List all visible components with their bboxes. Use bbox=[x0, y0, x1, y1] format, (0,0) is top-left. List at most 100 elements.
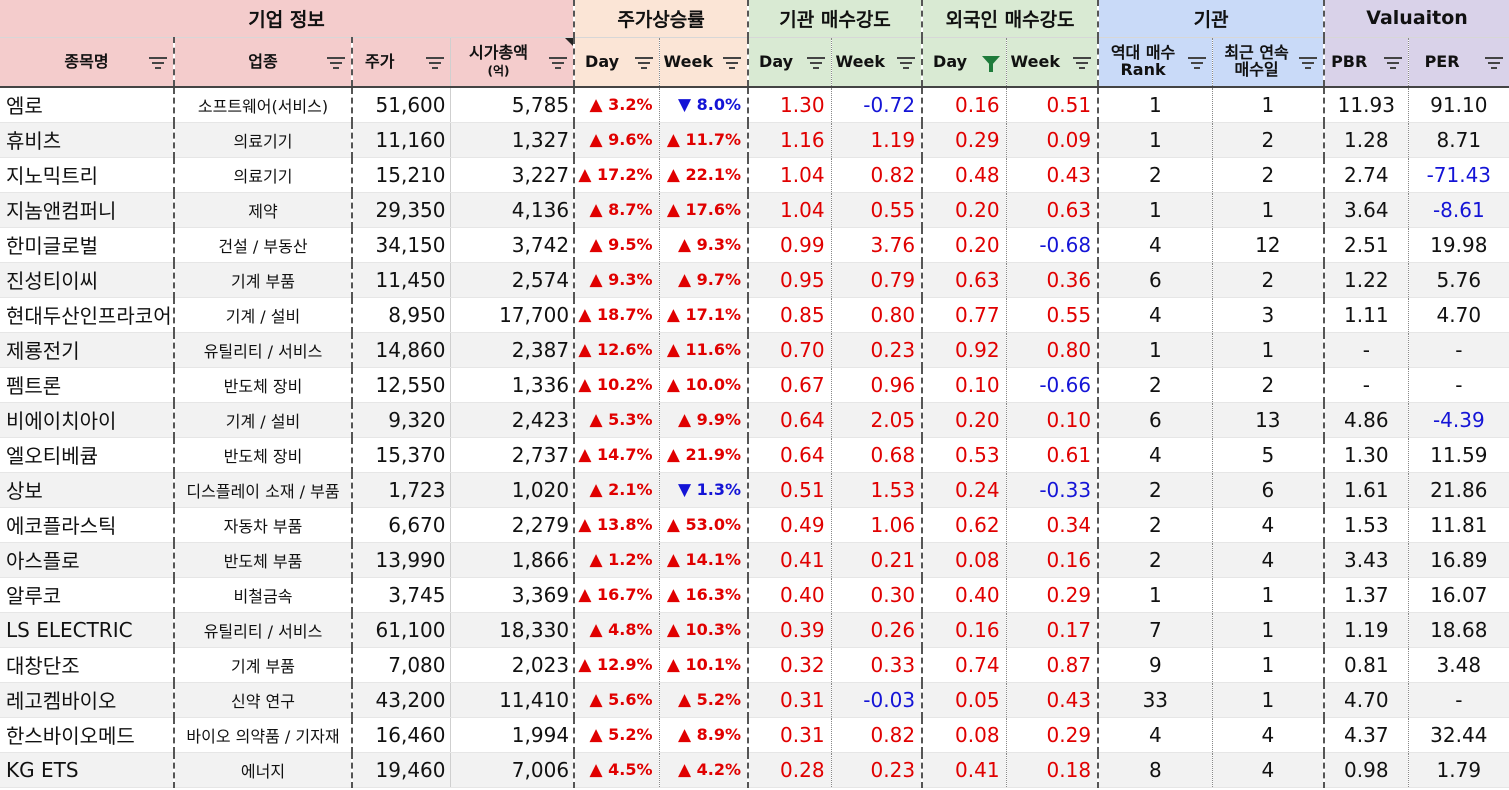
market-cap-cell[interactable]: 3,227 bbox=[450, 157, 576, 193]
price-cell[interactable]: 61,100 bbox=[352, 612, 451, 648]
price-day-change-cell[interactable]: ▲ 17.2% bbox=[574, 157, 660, 193]
inst-week-strength-cell[interactable]: 0.80 bbox=[831, 297, 924, 333]
foreign-week-strength-cell[interactable]: -0.33 bbox=[1006, 472, 1100, 508]
pbr-cell[interactable]: 1.37 bbox=[1324, 577, 1409, 613]
buy-rank-cell[interactable]: 2 bbox=[1098, 157, 1213, 193]
buy-streak-cell[interactable]: 1 bbox=[1212, 682, 1326, 718]
market-cap-cell[interactable]: 3,742 bbox=[450, 227, 576, 263]
price-week-change-cell[interactable]: ▲ 4.2% bbox=[659, 752, 750, 788]
filter-icon[interactable] bbox=[549, 55, 568, 69]
buy-streak-cell[interactable]: 1 bbox=[1212, 192, 1326, 228]
col-mcap[interactable]: 시가총액 (억) bbox=[450, 37, 576, 88]
foreign-week-strength-cell[interactable]: 0.10 bbox=[1006, 402, 1100, 438]
market-cap-cell[interactable]: 17,700 bbox=[450, 297, 576, 333]
per-cell[interactable]: - bbox=[1408, 682, 1509, 718]
table-row[interactable]: KG ETS 에너지 19,460 7,006 ▲ 4.5% ▲ 4.2% 0.28 0.23… bbox=[0, 752, 1509, 788]
stock-name-cell[interactable]: 레고켐바이오 bbox=[0, 682, 175, 718]
buy-rank-cell[interactable]: 1 bbox=[1098, 332, 1213, 368]
industry-cell[interactable]: 에너지 bbox=[174, 752, 353, 788]
buy-streak-cell[interactable]: 4 bbox=[1212, 717, 1326, 753]
col-frgn-day[interactable]: Day bbox=[922, 37, 1007, 88]
buy-rank-cell[interactable]: 4 bbox=[1098, 717, 1213, 753]
price-day-change-cell[interactable]: ▲ 5.3% bbox=[574, 402, 660, 438]
per-cell[interactable]: 32.44 bbox=[1408, 717, 1509, 753]
buy-streak-cell[interactable]: 4 bbox=[1212, 507, 1326, 543]
inst-day-strength-cell[interactable]: 0.40 bbox=[748, 577, 832, 613]
industry-cell[interactable]: 건설 / 부동산 bbox=[174, 227, 353, 263]
foreign-day-strength-cell[interactable]: 0.20 bbox=[922, 402, 1007, 438]
per-cell[interactable]: 4.70 bbox=[1408, 297, 1509, 333]
per-cell[interactable]: 91.10 bbox=[1408, 87, 1509, 123]
inst-week-strength-cell[interactable]: -0.03 bbox=[831, 682, 924, 718]
pbr-cell[interactable]: - bbox=[1324, 332, 1409, 368]
industry-cell[interactable]: 기계 부품 bbox=[174, 262, 353, 298]
table-row[interactable]: 엠로 소프트웨어(서비스) 51,600 5,785 ▲ 3.2% ▼ 8.0% 1.30-… bbox=[0, 87, 1509, 123]
inst-week-strength-cell[interactable]: 1.19 bbox=[831, 122, 924, 158]
pbr-cell[interactable]: 4.86 bbox=[1324, 402, 1409, 438]
buy-rank-cell[interactable]: 1 bbox=[1098, 192, 1213, 228]
price-week-change-cell[interactable]: ▲ 8.9% bbox=[659, 717, 750, 753]
price-week-change-cell[interactable]: ▲ 9.7% bbox=[659, 262, 750, 298]
buy-rank-cell[interactable]: 2 bbox=[1098, 542, 1213, 578]
inst-week-strength-cell[interactable]: 3.76 bbox=[831, 227, 924, 263]
inst-week-strength-cell[interactable]: 0.33 bbox=[831, 647, 924, 683]
price-day-change-cell[interactable]: ▲ 9.6% bbox=[574, 122, 660, 158]
filter-icon[interactable] bbox=[149, 55, 167, 69]
stock-name-cell[interactable]: 펨트론 bbox=[0, 367, 175, 403]
per-cell[interactable]: 21.86 bbox=[1408, 472, 1509, 508]
market-cap-cell[interactable]: 1,020 bbox=[450, 472, 576, 508]
foreign-day-strength-cell[interactable]: 0.62 bbox=[922, 507, 1007, 543]
stock-name-cell[interactable]: 휴비츠 bbox=[0, 122, 175, 158]
foreign-week-strength-cell[interactable]: 0.80 bbox=[1006, 332, 1100, 368]
foreign-day-strength-cell[interactable]: 0.74 bbox=[922, 647, 1007, 683]
price-week-change-cell[interactable]: ▲ 53.0% bbox=[659, 507, 750, 543]
market-cap-cell[interactable]: 2,574 bbox=[450, 262, 576, 298]
foreign-week-strength-cell[interactable]: 0.29 bbox=[1006, 577, 1100, 613]
filter-icon[interactable] bbox=[723, 55, 742, 69]
buy-rank-cell[interactable]: 1 bbox=[1098, 122, 1213, 158]
foreign-day-strength-cell[interactable]: 0.08 bbox=[922, 542, 1007, 578]
pbr-cell[interactable]: 3.64 bbox=[1324, 192, 1409, 228]
per-cell[interactable]: 16.07 bbox=[1408, 577, 1509, 613]
filter-icon[interactable] bbox=[806, 55, 825, 69]
buy-rank-cell[interactable]: 8 bbox=[1098, 752, 1213, 788]
inst-day-strength-cell[interactable]: 0.32 bbox=[748, 647, 832, 683]
buy-rank-cell[interactable]: 6 bbox=[1098, 262, 1213, 298]
inst-day-strength-cell[interactable]: 0.85 bbox=[748, 297, 832, 333]
col-per[interactable]: PER bbox=[1408, 37, 1509, 88]
price-cell[interactable]: 11,450 bbox=[352, 262, 451, 298]
foreign-day-strength-cell[interactable]: 0.53 bbox=[922, 437, 1007, 473]
price-week-change-cell[interactable]: ▲ 9.9% bbox=[659, 402, 750, 438]
price-cell[interactable]: 8,950 bbox=[352, 297, 451, 333]
inst-week-strength-cell[interactable]: 2.05 bbox=[831, 402, 924, 438]
foreign-day-strength-cell[interactable]: 0.24 bbox=[922, 472, 1007, 508]
inst-week-strength-cell[interactable]: 0.30 bbox=[831, 577, 924, 613]
per-cell[interactable]: - bbox=[1408, 367, 1509, 403]
foreign-day-strength-cell[interactable]: 0.20 bbox=[922, 192, 1007, 228]
foreign-day-strength-cell[interactable]: 0.41 bbox=[922, 752, 1007, 788]
foreign-week-strength-cell[interactable]: 0.18 bbox=[1006, 752, 1100, 788]
industry-cell[interactable]: 유틸리티 / 서비스 bbox=[174, 332, 353, 368]
per-cell[interactable]: 11.59 bbox=[1408, 437, 1509, 473]
inst-day-strength-cell[interactable]: 0.49 bbox=[748, 507, 832, 543]
per-cell[interactable]: 3.48 bbox=[1408, 647, 1509, 683]
buy-rank-cell[interactable]: 4 bbox=[1098, 437, 1213, 473]
market-cap-cell[interactable]: 1,327 bbox=[450, 122, 576, 158]
stock-name-cell[interactable]: 아스플로 bbox=[0, 542, 175, 578]
buy-streak-cell[interactable]: 1 bbox=[1212, 612, 1326, 648]
foreign-week-strength-cell[interactable]: 0.43 bbox=[1006, 682, 1100, 718]
buy-rank-cell[interactable]: 1 bbox=[1098, 577, 1213, 613]
price-day-change-cell[interactable]: ▲ 14.7% bbox=[574, 437, 660, 473]
industry-cell[interactable]: 유틸리티 / 서비스 bbox=[174, 612, 353, 648]
stock-name-cell[interactable]: 비에이치아이 bbox=[0, 402, 175, 438]
price-day-change-cell[interactable]: ▲ 8.7% bbox=[574, 192, 660, 228]
price-cell[interactable]: 14,860 bbox=[352, 332, 451, 368]
price-week-change-cell[interactable]: ▲ 14.1% bbox=[659, 542, 750, 578]
price-cell[interactable]: 43,200 bbox=[352, 682, 451, 718]
inst-day-strength-cell[interactable]: 0.99 bbox=[748, 227, 832, 263]
buy-streak-cell[interactable]: 2 bbox=[1212, 157, 1326, 193]
pbr-cell[interactable]: 11.93 bbox=[1324, 87, 1409, 123]
col-inst-day[interactable]: Day bbox=[748, 37, 832, 88]
pbr-cell[interactable]: 3.43 bbox=[1324, 542, 1409, 578]
col-rank[interactable]: 역대 매수 Rank bbox=[1098, 37, 1213, 88]
